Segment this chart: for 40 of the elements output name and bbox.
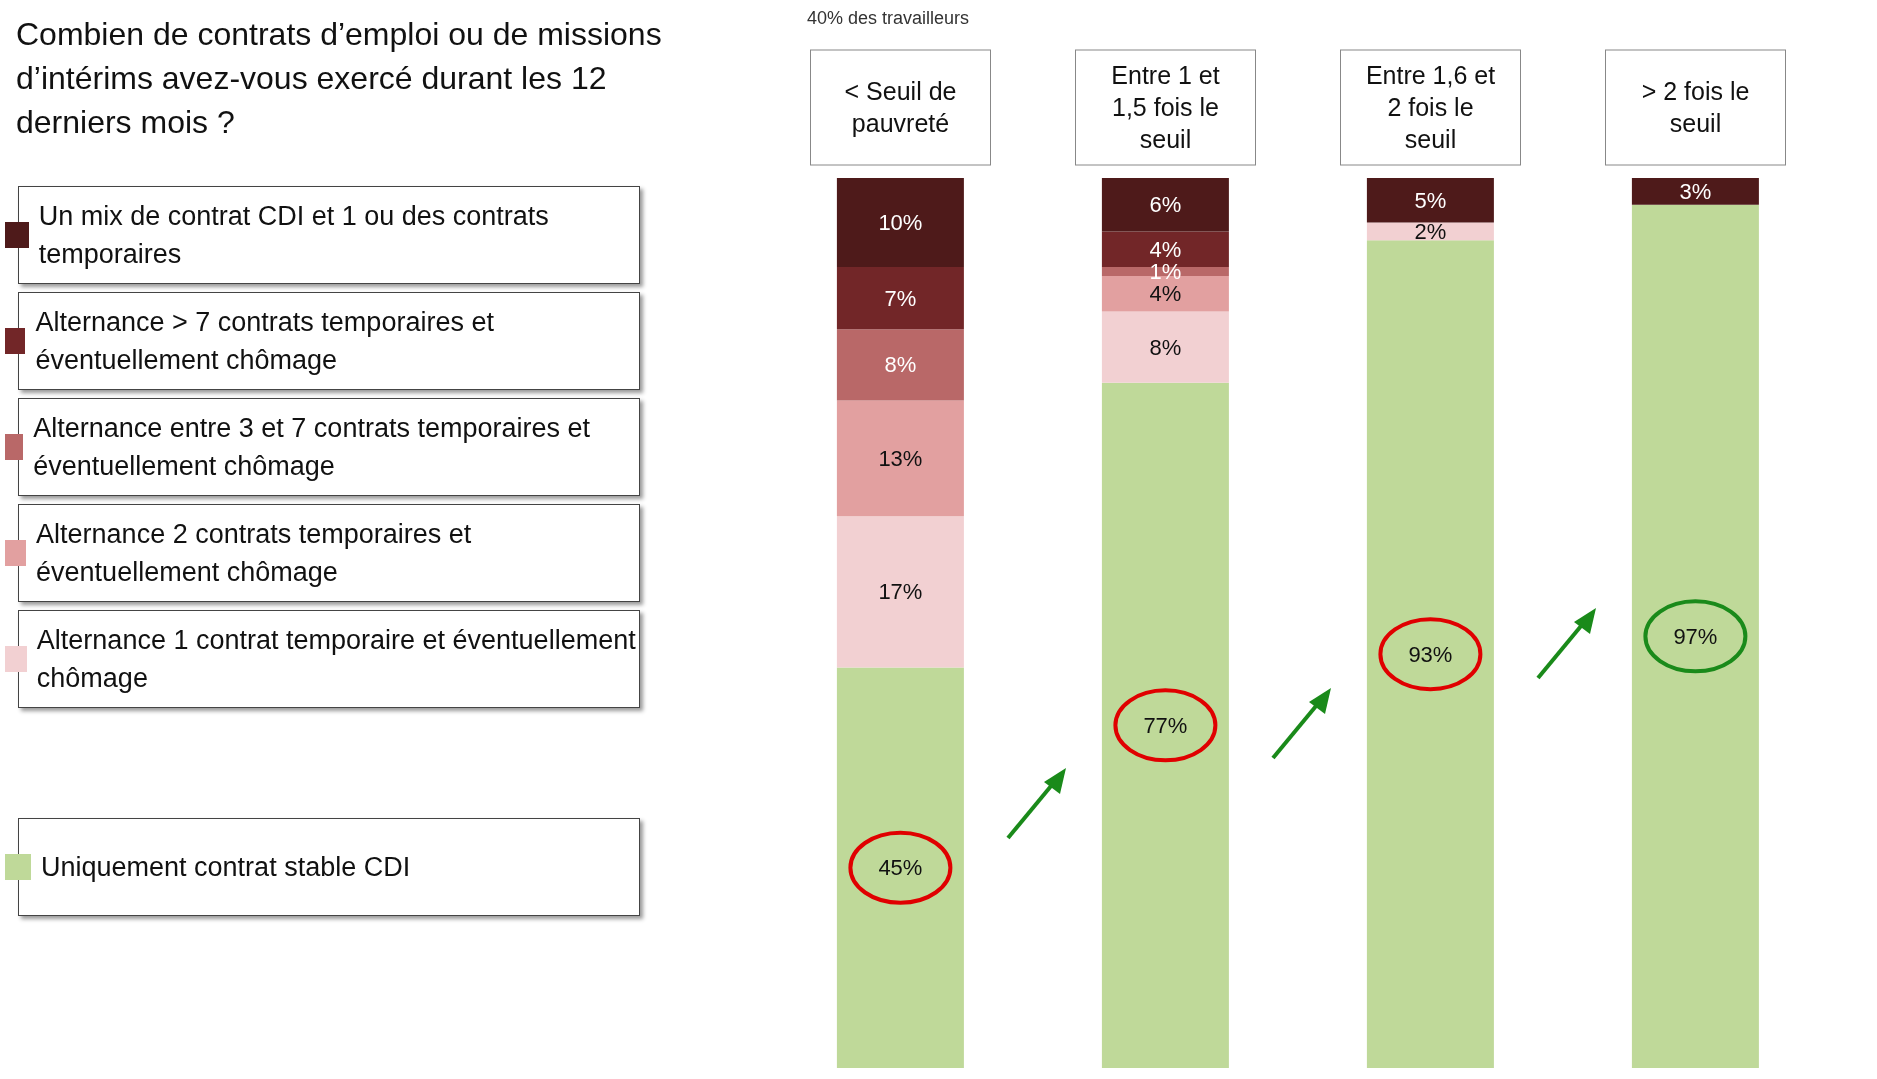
- data-label: 5%: [1414, 187, 1447, 213]
- legend-label: Alternance > 7 contrats temporaires et éventuellement chômage: [35, 306, 495, 377]
- data-label: 3%: [1679, 178, 1712, 204]
- x-tick-label: > 2 fois le seuil: [1641, 76, 1750, 137]
- text: 40% des travailleurs: [805, 8, 971, 29]
- bar: [836, 267, 964, 330]
- data-label: 97%: [1673, 623, 1718, 649]
- x-tick-label: Entre 1,6 et 2 fois le seuil: [1365, 60, 1496, 153]
- bar: [836, 329, 964, 401]
- bar: [836, 667, 964, 1068]
- bar: [836, 516, 964, 668]
- bar: [836, 400, 964, 517]
- data-label: 93%: [1408, 641, 1453, 667]
- bar: [1631, 178, 1759, 205]
- data-label: 13%: [878, 445, 923, 471]
- bar: [1101, 178, 1229, 232]
- text: Combien de contrats d’emploi ou de missions d’intérims avez-vous exercé durant les 12 derniers mois ?: [16, 15, 663, 142]
- legend-label: Alternance entre 3 et 7 contrats temporaires et éventuellement chômage: [33, 412, 591, 483]
- data-label: 8%: [884, 352, 917, 378]
- data-label: 7%: [884, 285, 917, 311]
- bar: [1101, 382, 1229, 1068]
- legend-label: Alternance 2 contrats temporaires et éventuellement chômage: [36, 518, 473, 589]
- legend-label: Un mix de contrat CDI et 1 ou des contrats temporaires: [38, 200, 550, 271]
- bar: [1631, 204, 1759, 1068]
- data-label: 6%: [1149, 192, 1182, 218]
- x-tick-label: < Seuil de pauvreté: [844, 76, 957, 137]
- bar: [1366, 178, 1494, 223]
- bar: [1101, 311, 1229, 383]
- x-tick-label: Entre 1 et 1,5 fois le seuil: [1111, 60, 1220, 153]
- bar: [836, 178, 964, 267]
- data-label: 45%: [878, 855, 923, 881]
- legend-label: Uniquement contrat stable CDI: [41, 851, 411, 884]
- data-label: 10%: [878, 210, 923, 235]
- legend-label: Alternance 1 contrat temporaire et éventuellement chômage: [36, 624, 637, 695]
- bar: [1366, 240, 1494, 1068]
- data-label: 17%: [878, 579, 923, 605]
- data-label: 4%: [1149, 281, 1182, 307]
- data-label: 77%: [1143, 712, 1188, 738]
- data-label: 2%: [1414, 218, 1447, 244]
- data-label: 8%: [1149, 334, 1182, 360]
